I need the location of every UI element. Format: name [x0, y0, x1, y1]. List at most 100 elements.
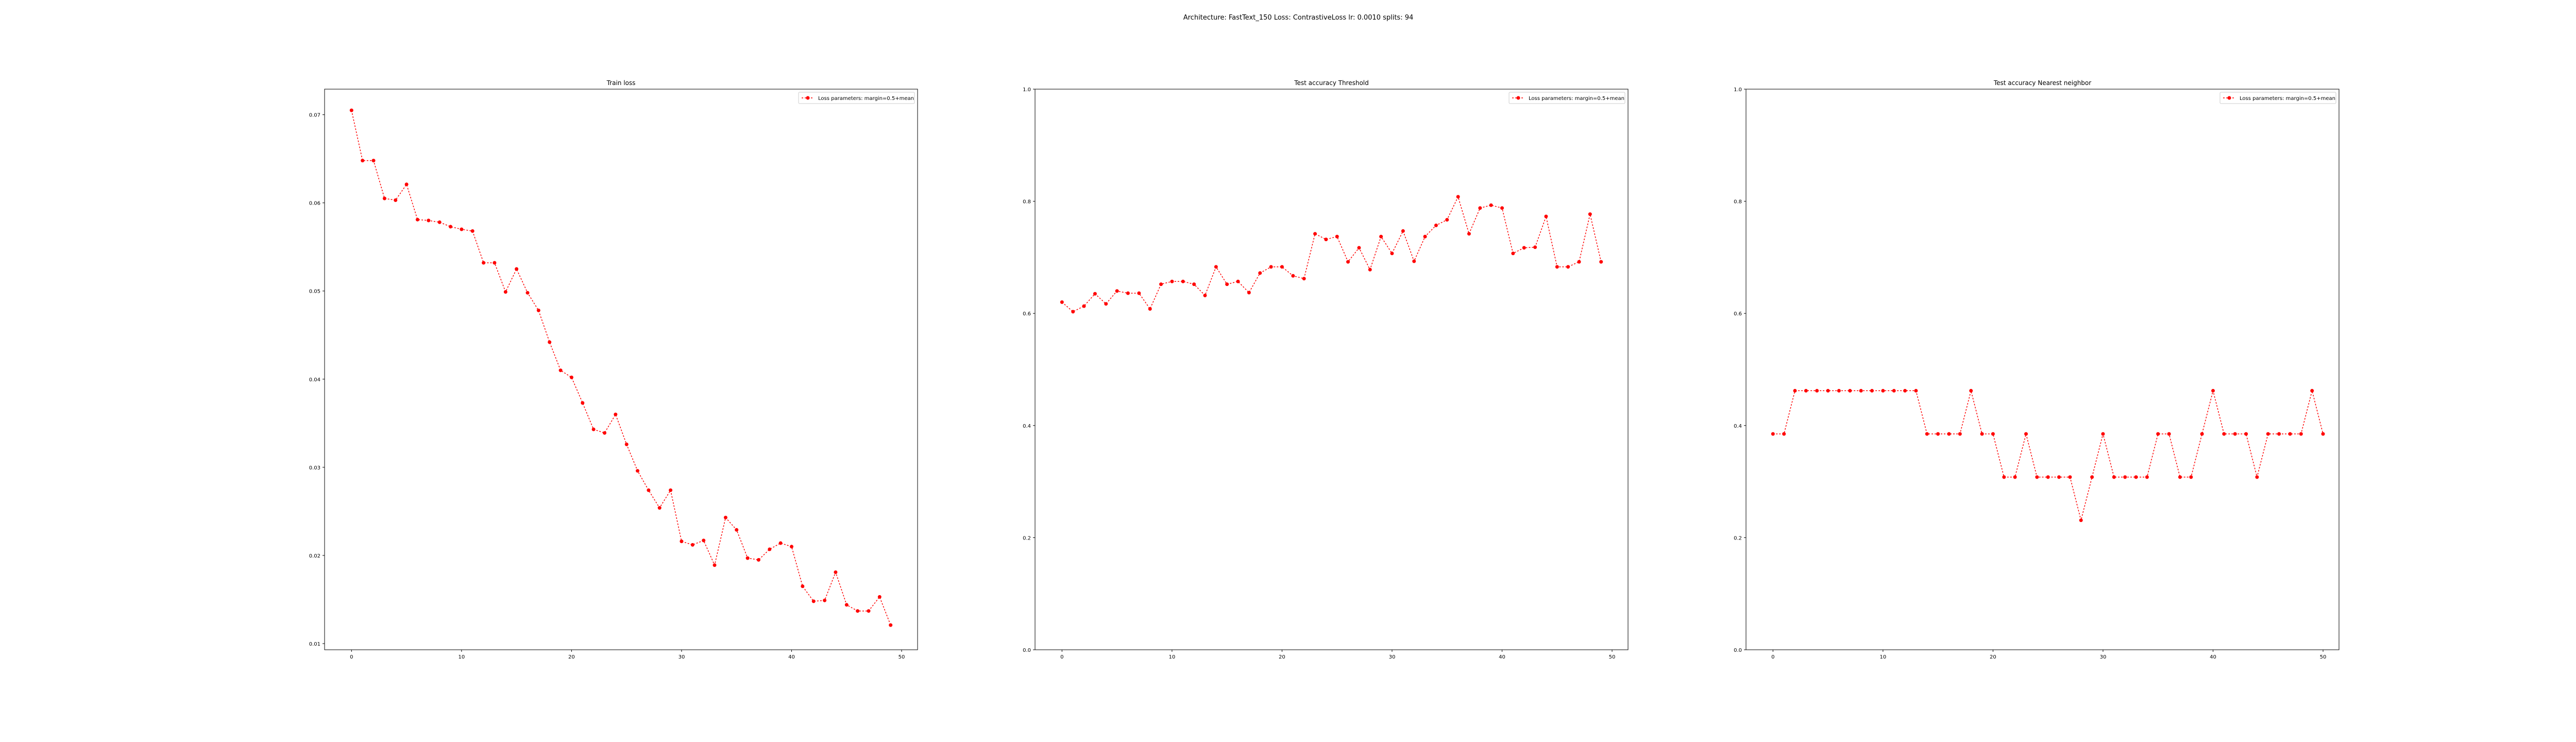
data-point [1588, 212, 1592, 216]
data-point [1203, 293, 1207, 297]
data-point [1280, 265, 1284, 269]
data-point [1236, 279, 1240, 283]
data-point [493, 261, 497, 265]
y-tick-label: 0.06 [309, 201, 320, 207]
x-tick-label: 40 [1499, 654, 1505, 660]
data-point [1126, 291, 1130, 295]
data-point [1291, 274, 1295, 278]
data-point [2035, 475, 2039, 479]
data-point [1170, 279, 1174, 283]
data-point [1247, 291, 1251, 295]
data-point [1225, 282, 1229, 286]
legend-marker [2227, 96, 2231, 100]
data-point [1324, 238, 1328, 242]
data-point [1390, 251, 1394, 256]
data-point [657, 506, 662, 510]
data-point [503, 290, 507, 294]
data-point [2156, 432, 2160, 436]
data-point [1522, 246, 1526, 250]
axes-frame [1745, 89, 2340, 650]
data-point [778, 541, 783, 545]
data-point [1826, 389, 1830, 393]
data-point [558, 368, 563, 373]
x-tick-label: 10 [1879, 654, 1886, 660]
data-point [1804, 389, 1808, 393]
data-point [2079, 518, 2083, 522]
x-tick-label: 10 [1168, 654, 1175, 660]
data-point [1914, 389, 1918, 393]
data-point [1980, 432, 1984, 436]
data-point [1181, 279, 1185, 283]
data-point [702, 538, 706, 543]
x-tick-label: 20 [1279, 654, 1285, 660]
subplot-title: Test accuracy Nearest neighbor [1993, 79, 2091, 87]
y-tick-label: 0.2 [1023, 535, 1031, 541]
data-point [449, 225, 452, 229]
data-point [680, 539, 684, 544]
data-point [1958, 432, 1962, 436]
data-point [2222, 432, 2226, 436]
data-point [2046, 475, 2050, 479]
data-point [427, 218, 431, 223]
data-point [723, 515, 727, 519]
data-point [1771, 432, 1775, 436]
data-point [1357, 246, 1361, 250]
data-point [1313, 232, 1317, 236]
legend: Loss parameters: margin=0.5+mean [2219, 92, 2336, 104]
data-point [1379, 234, 1383, 239]
data-point [349, 108, 353, 112]
legend-marker [1516, 96, 1520, 100]
data-point [768, 547, 772, 551]
data-point [2277, 432, 2281, 436]
figure-suptitle: Architecture: FastText_150 Loss: Contras… [1183, 14, 1414, 22]
x-tick-label: 50 [899, 654, 905, 660]
data-point [1258, 271, 1262, 275]
y-tick-label: 0.0 [1734, 648, 1742, 653]
data-point [1159, 282, 1163, 286]
data-point [1093, 292, 1097, 296]
data-point [2211, 389, 2215, 393]
data-point [1793, 389, 1797, 393]
data-point [1302, 277, 1306, 281]
data-point [647, 488, 651, 492]
legend-label: Loss parameters: margin=0.5+mean [818, 96, 914, 102]
x-tick-label: 0 [350, 654, 353, 660]
data-point [371, 159, 376, 163]
data-point [404, 182, 409, 187]
data-point [624, 442, 629, 446]
series-line [1061, 195, 1602, 312]
subplot-panels: Train loss 0 10 20 30 40 50 0.01 0.02 0.03 0.04 0.0… [309, 79, 2340, 660]
data-point [1489, 203, 1493, 207]
data-point [636, 469, 639, 473]
axes-frame [324, 89, 918, 650]
data-point [2189, 475, 2193, 479]
data-point [1434, 223, 1438, 227]
x-tick-label: 20 [568, 654, 575, 660]
y-tick-label: 0.03 [309, 465, 320, 471]
data-point [1104, 302, 1108, 306]
data-point [1544, 214, 1548, 218]
data-point [669, 488, 673, 492]
data-point [548, 340, 552, 344]
y-tick-label: 0.04 [309, 377, 320, 383]
data-point [1214, 265, 1218, 269]
data-point [437, 220, 442, 224]
x-tick-label: 0 [1771, 654, 1774, 660]
data-point [877, 595, 882, 599]
data-point [415, 217, 419, 222]
data-point [844, 603, 849, 607]
y-tick-label: 0.8 [1734, 199, 1742, 205]
y-tick-label: 0.01 [309, 642, 320, 647]
data-point [867, 609, 871, 613]
data-point [382, 196, 386, 200]
data-point [470, 229, 474, 233]
data-point [1071, 310, 1075, 314]
y-tick-label: 0.4 [1023, 424, 1031, 429]
data-point [1148, 307, 1152, 311]
y-tick-label: 0.07 [309, 113, 320, 119]
data-point [2145, 475, 2149, 479]
data-point [1423, 234, 1427, 239]
x-tick-label: 30 [2100, 654, 2107, 660]
y-tick-label: 0.2 [1734, 535, 1742, 541]
